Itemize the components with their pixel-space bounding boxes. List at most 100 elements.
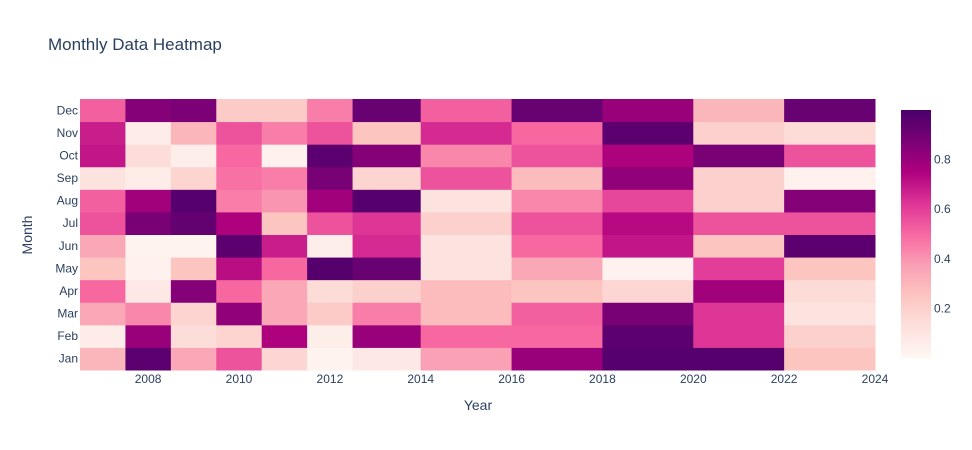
heatmap-cell-nov-2007 [80,121,126,145]
heatmap-cell-jul-2019 [602,211,694,235]
heatmap-cell-mar-2009 [170,302,217,326]
colorbar [901,110,931,358]
heatmap-cell-feb-2015 [420,324,513,348]
x-tick-label: 2012 [317,372,344,386]
heatmap-cell-jun-2023 [784,234,876,258]
heatmap-cell-may-2007 [80,257,126,281]
heatmap-cell-dec-2023 [784,99,876,123]
heatmap-cell-feb-2007 [80,324,126,348]
heatmap-cell-jun-2007 [80,234,126,258]
heatmap-cell-oct-2008 [125,144,172,168]
y-tick-label: Feb [57,329,78,343]
y-tick-label: Jul [63,216,78,230]
heatmap-cell-dec-2019 [602,99,694,123]
heatmap-cell-jul-2023 [784,211,876,235]
heatmap-cell-jul-2009 [170,211,217,235]
heatmap-cell-oct-2007 [80,144,126,168]
heatmap-cell-jan-2013 [352,347,422,371]
heatmap-cell-mar-2010 [216,302,263,326]
heatmap-cell-sep-2007 [80,166,126,190]
x-axis-ticks: 2008 2010 2012 2014 2016 2018 2020 2022 2024 [135,372,889,386]
heatmap-cell-feb-2008 [125,324,172,348]
heatmap-cell-apr-2008 [125,279,172,303]
heatmap-cell-may-2015 [420,257,513,281]
heatmap-cell-aug-2023 [784,189,876,213]
heatmap-cell-apr-2011 [261,279,308,303]
heatmap-cell-oct-2009 [170,144,217,168]
heatmap-cell-dec-2017 [511,99,603,123]
heatmap-cell-apr-2010 [216,279,263,303]
heatmap-cell-jun-2011 [261,234,308,258]
heatmap-cell-apr-2017 [511,279,603,303]
heatmap-cell-jan-2011 [261,347,308,371]
heatmap-cell-feb-2023 [784,324,876,348]
heatmap-cell-oct-2010 [216,144,263,168]
heatmap-cell-apr-2009 [170,279,217,303]
heatmap-cell-apr-2015 [420,279,513,303]
colorbar-tick-label: 0.2 [934,301,951,315]
heatmap-cell-nov-2023 [784,121,876,145]
heatmap-cell-jan-2012 [307,347,354,371]
heatmap-cell-jan-2007 [80,347,126,371]
heatmap-cell-nov-2019 [602,121,694,145]
heatmap-cell-apr-2021 [693,279,785,303]
heatmap-cell-mar-2011 [261,302,308,326]
heatmap-cell-sep-2017 [511,166,603,190]
heatmap-cell-mar-2017 [511,302,603,326]
heatmap-cell-nov-2009 [170,121,217,145]
heatmap-cell-feb-2017 [511,324,603,348]
heatmap-cell-sep-2015 [420,166,513,190]
heatmap-cell-aug-2009 [170,189,217,213]
y-tick-label: Jan [59,352,78,366]
heatmap-cell-mar-2023 [784,302,876,326]
y-tick-label: Mar [57,307,78,321]
heatmap-cell-oct-2023 [784,144,876,168]
heatmap-cell-jul-2012 [307,211,354,235]
heatmap-cell-feb-2021 [693,324,785,348]
heatmap-cell-apr-2012 [307,279,354,303]
colorbar-tick-label: 0.4 [934,252,951,266]
x-tick-label: 2008 [135,372,162,386]
heatmap-cell-jul-2013 [352,211,422,235]
heatmap-cell-feb-2019 [602,324,694,348]
heatmap-cell-nov-2008 [125,121,172,145]
heatmap-cell-dec-2013 [352,99,422,123]
x-tick-label: 2018 [589,372,616,386]
heatmap-cell-aug-2017 [511,189,603,213]
heatmap-cell-sep-2008 [125,166,172,190]
heatmap-cell-may-2017 [511,257,603,281]
heatmap-cell-jan-2010 [216,347,263,371]
heatmap-cells [80,99,876,371]
heatmap-cell-oct-2015 [420,144,513,168]
heatmap-cell-oct-2019 [602,144,694,168]
heatmap-cell-jul-2007 [80,211,126,235]
heatmap-cell-apr-2007 [80,279,126,303]
y-tick-label: Sep [57,171,79,185]
heatmap-cell-feb-2011 [261,324,308,348]
heatmap-cell-sep-2009 [170,166,217,190]
heatmap-cell-oct-2021 [693,144,785,168]
heatmap-cell-nov-2021 [693,121,785,145]
y-tick-label: Apr [59,284,78,298]
heatmap-cell-nov-2010 [216,121,263,145]
heatmap-cell-jun-2008 [125,234,172,258]
heatmap-cell-sep-2012 [307,166,354,190]
heatmap-cell-may-2011 [261,257,308,281]
heatmap-cell-sep-2010 [216,166,263,190]
y-tick-label: Nov [57,126,78,140]
heatmap-cell-dec-2011 [261,99,308,123]
heatmap-cell-may-2009 [170,257,217,281]
heatmap-cell-oct-2013 [352,144,422,168]
heatmap-cell-jul-2010 [216,211,263,235]
heatmap-cell-mar-2015 [420,302,513,326]
heatmap-cell-jan-2009 [170,347,217,371]
y-axis-title: Month [19,216,35,255]
heatmap-cell-aug-2011 [261,189,308,213]
heatmap-cell-dec-2012 [307,99,354,123]
heatmap-cell-nov-2015 [420,121,513,145]
heatmap-cell-apr-2019 [602,279,694,303]
x-tick-label: 2014 [407,372,434,386]
heatmap-cell-aug-2013 [352,189,422,213]
heatmap-cell-oct-2011 [261,144,308,168]
y-tick-label: Oct [59,149,78,163]
